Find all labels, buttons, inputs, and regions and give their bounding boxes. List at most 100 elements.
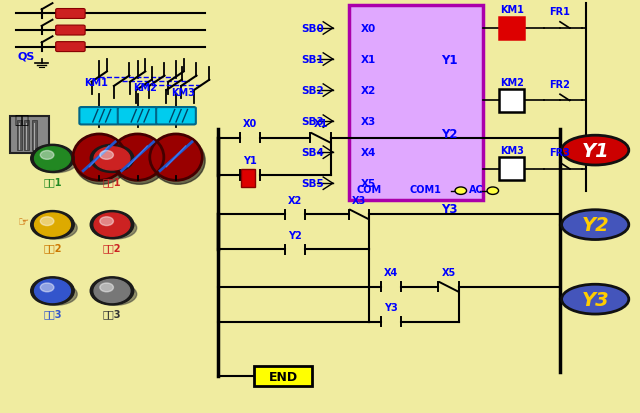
Circle shape xyxy=(90,211,134,239)
Ellipse shape xyxy=(34,283,77,306)
Text: KM1: KM1 xyxy=(84,78,108,88)
Text: QS: QS xyxy=(18,52,35,62)
Text: 停止3: 停止3 xyxy=(103,309,121,319)
Text: SB0: SB0 xyxy=(301,24,324,34)
Text: Y2: Y2 xyxy=(442,128,458,141)
Ellipse shape xyxy=(34,217,77,240)
FancyBboxPatch shape xyxy=(10,116,49,154)
Text: 电源: 电源 xyxy=(14,114,29,127)
FancyBboxPatch shape xyxy=(56,26,85,36)
Text: KM2: KM2 xyxy=(500,78,524,88)
Circle shape xyxy=(94,147,130,171)
Text: SB2: SB2 xyxy=(301,86,324,96)
Circle shape xyxy=(94,280,130,303)
Ellipse shape xyxy=(150,135,202,181)
Ellipse shape xyxy=(151,137,205,185)
Ellipse shape xyxy=(562,285,629,314)
Text: X3: X3 xyxy=(352,195,366,205)
Circle shape xyxy=(35,280,70,303)
Text: SB3: SB3 xyxy=(301,117,324,127)
Circle shape xyxy=(94,214,130,237)
Text: KM2: KM2 xyxy=(133,83,157,93)
Circle shape xyxy=(31,277,74,305)
Text: SB1: SB1 xyxy=(301,55,324,65)
Text: Y2: Y2 xyxy=(288,230,302,240)
Text: X5: X5 xyxy=(360,179,376,189)
Bar xyxy=(241,170,255,187)
Circle shape xyxy=(100,151,113,160)
Bar xyxy=(499,158,524,181)
Text: X5: X5 xyxy=(442,268,456,278)
Text: Y1: Y1 xyxy=(442,53,458,66)
Bar xyxy=(499,90,524,113)
Text: COM: COM xyxy=(356,185,381,195)
Text: AC: AC xyxy=(468,185,483,195)
FancyBboxPatch shape xyxy=(254,366,312,386)
FancyBboxPatch shape xyxy=(56,43,85,52)
Text: SB4: SB4 xyxy=(301,148,324,158)
Text: X3: X3 xyxy=(360,117,376,127)
Circle shape xyxy=(35,214,70,237)
Ellipse shape xyxy=(93,151,137,173)
Ellipse shape xyxy=(562,136,629,166)
Circle shape xyxy=(100,217,113,226)
Text: Y1: Y1 xyxy=(243,156,257,166)
Text: FR1: FR1 xyxy=(549,7,570,17)
Text: FR2: FR2 xyxy=(549,80,570,90)
Text: Y3: Y3 xyxy=(442,202,458,215)
Text: 启动3: 启动3 xyxy=(44,309,61,319)
Ellipse shape xyxy=(73,135,125,181)
Text: SB5: SB5 xyxy=(301,179,324,189)
FancyBboxPatch shape xyxy=(56,9,85,19)
Ellipse shape xyxy=(93,217,137,240)
Text: X4: X4 xyxy=(384,268,398,278)
Text: 停止2: 停止2 xyxy=(103,243,121,253)
Ellipse shape xyxy=(93,283,137,306)
Ellipse shape xyxy=(113,137,167,185)
FancyBboxPatch shape xyxy=(156,108,196,125)
Ellipse shape xyxy=(74,137,128,185)
Text: 停止1: 停止1 xyxy=(103,177,121,187)
Text: Y1: Y1 xyxy=(581,141,609,160)
Circle shape xyxy=(455,188,467,195)
Text: Y2: Y2 xyxy=(581,216,609,235)
Text: KM1: KM1 xyxy=(500,5,524,15)
Bar xyxy=(17,121,22,151)
FancyBboxPatch shape xyxy=(118,108,157,125)
Bar xyxy=(499,17,524,40)
Text: X2: X2 xyxy=(288,195,302,205)
Text: X0: X0 xyxy=(243,119,257,129)
FancyBboxPatch shape xyxy=(79,108,119,125)
Circle shape xyxy=(40,217,54,226)
Circle shape xyxy=(40,151,54,160)
Circle shape xyxy=(31,145,74,173)
Text: KM3: KM3 xyxy=(172,88,195,98)
Text: END: END xyxy=(269,370,298,383)
Text: Y3: Y3 xyxy=(384,303,398,313)
Bar xyxy=(349,6,483,200)
Text: 启动1: 启动1 xyxy=(44,177,61,187)
Text: 启动2: 启动2 xyxy=(44,243,61,253)
Text: X4: X4 xyxy=(360,148,376,158)
Bar xyxy=(32,121,37,151)
Circle shape xyxy=(35,147,70,171)
Bar xyxy=(24,121,29,151)
Text: FR3: FR3 xyxy=(549,148,570,158)
Text: X1: X1 xyxy=(314,119,328,129)
Circle shape xyxy=(90,277,134,305)
Text: X0: X0 xyxy=(360,24,376,34)
Circle shape xyxy=(487,188,499,195)
Text: ☞: ☞ xyxy=(18,216,29,229)
Ellipse shape xyxy=(562,210,629,240)
Circle shape xyxy=(40,283,54,292)
Circle shape xyxy=(31,211,74,239)
Text: Y3: Y3 xyxy=(581,290,609,309)
Circle shape xyxy=(90,145,134,173)
Text: X2: X2 xyxy=(360,86,376,96)
Ellipse shape xyxy=(34,151,77,173)
Text: COM1: COM1 xyxy=(410,185,442,195)
Text: X1: X1 xyxy=(360,55,376,65)
Ellipse shape xyxy=(111,135,164,181)
Circle shape xyxy=(100,283,113,292)
Text: KM3: KM3 xyxy=(500,146,524,156)
